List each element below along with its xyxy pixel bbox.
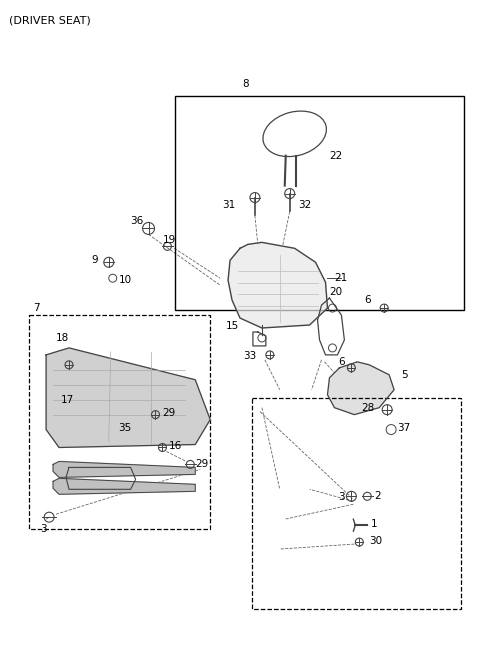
Text: 9: 9 xyxy=(91,255,98,265)
Text: 10: 10 xyxy=(119,276,132,285)
Text: (DRIVER SEAT): (DRIVER SEAT) xyxy=(9,15,91,26)
Text: 2: 2 xyxy=(374,491,381,501)
Text: 35: 35 xyxy=(118,422,131,432)
Polygon shape xyxy=(53,461,195,478)
Text: 1: 1 xyxy=(371,519,378,529)
Text: 33: 33 xyxy=(243,351,256,361)
Text: 30: 30 xyxy=(369,536,383,546)
Text: 37: 37 xyxy=(397,422,410,432)
Text: 28: 28 xyxy=(361,403,374,413)
Text: 6: 6 xyxy=(338,357,344,367)
Text: 36: 36 xyxy=(131,216,144,226)
Text: 22: 22 xyxy=(329,151,343,161)
Text: 3: 3 xyxy=(338,492,344,502)
Text: 31: 31 xyxy=(222,199,235,209)
Text: 18: 18 xyxy=(56,333,69,343)
Polygon shape xyxy=(46,348,210,447)
Text: 19: 19 xyxy=(162,236,176,245)
Polygon shape xyxy=(327,362,394,415)
Text: 8: 8 xyxy=(243,79,249,89)
Text: 20: 20 xyxy=(329,287,343,297)
Text: 29: 29 xyxy=(195,459,208,470)
Text: 15: 15 xyxy=(226,321,240,331)
Text: 21: 21 xyxy=(335,273,348,283)
Bar xyxy=(175,96,464,310)
Polygon shape xyxy=(53,478,195,494)
Text: 29: 29 xyxy=(162,407,176,418)
Text: 5: 5 xyxy=(401,370,408,380)
Text: 6: 6 xyxy=(365,295,371,305)
Text: 16: 16 xyxy=(168,441,181,451)
Text: 17: 17 xyxy=(61,395,74,405)
Text: 32: 32 xyxy=(298,199,311,209)
Polygon shape xyxy=(228,242,327,328)
Text: 7: 7 xyxy=(33,303,40,313)
Text: 3: 3 xyxy=(40,524,47,534)
